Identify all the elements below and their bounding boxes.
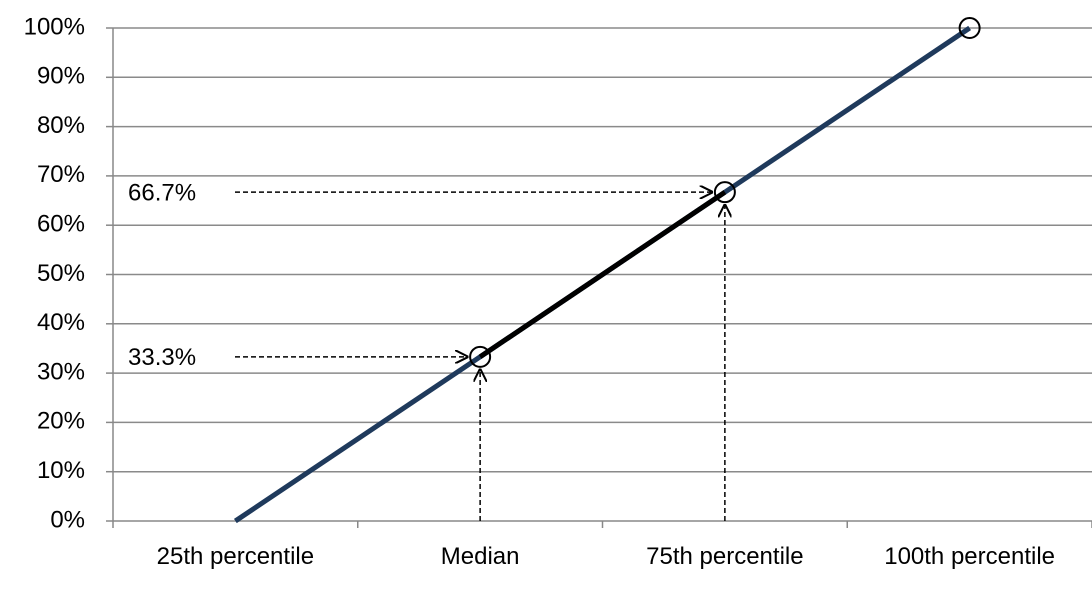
highlight-segment — [478, 190, 727, 359]
y-tick-label: 40% — [37, 309, 85, 336]
y-tick-label: 100% — [24, 13, 85, 40]
x-tick-label: 100th percentile — [884, 543, 1056, 570]
x-tick-label: Median — [440, 543, 520, 570]
x-tick-label: 25th percentile — [156, 543, 315, 570]
y-tick-label: 60% — [37, 211, 85, 238]
y-tick-label: 80% — [37, 112, 85, 139]
point-marker — [469, 345, 492, 368]
y-tick-label: 70% — [37, 161, 85, 188]
x-tick-label: 75th percentile — [646, 543, 804, 570]
annotation-label: 66.7% — [128, 180, 196, 207]
annotation-label: 33.3% — [128, 344, 196, 371]
y-tick-label: 30% — [37, 358, 85, 385]
y-tick-label: 10% — [37, 457, 85, 484]
point-marker — [958, 17, 981, 39]
y-tick-label: 20% — [37, 408, 85, 435]
y-tick-label: 50% — [37, 260, 85, 287]
y-tick-label: 90% — [37, 63, 85, 90]
point-marker — [713, 181, 736, 204]
y-tick-label: 0% — [50, 506, 85, 533]
